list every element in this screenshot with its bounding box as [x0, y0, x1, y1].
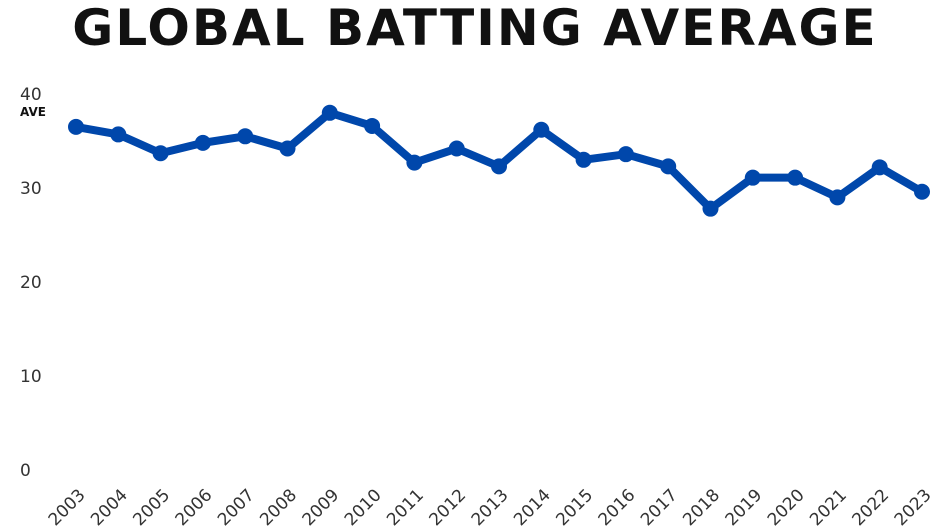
x-axis-ticks: 2003200420052006200720082009201020112012… [45, 485, 936, 528]
data-point [702, 200, 719, 217]
data-point [914, 183, 930, 200]
data-point [744, 169, 761, 186]
x-tick-label: 2014 [510, 485, 555, 528]
y-tick-label: 20 [20, 273, 42, 293]
data-point [829, 189, 846, 206]
data-point [617, 146, 634, 163]
x-tick-label: 2018 [679, 485, 724, 528]
data-point [575, 151, 592, 168]
x-tick-label: 2020 [764, 485, 809, 528]
x-tick-label: 2005 [129, 485, 174, 528]
chart-title: GLOBAL BATTING AVERAGE [72, 0, 878, 57]
data-point [110, 126, 127, 143]
x-tick-label: 2011 [383, 485, 428, 528]
x-tick-label: 2016 [595, 485, 640, 528]
x-tick-label: 2008 [256, 485, 301, 528]
x-tick-label: 2007 [214, 485, 259, 528]
data-point [321, 104, 338, 121]
data-point [787, 169, 804, 186]
x-tick-label: 2009 [299, 485, 344, 528]
x-tick-label: 2022 [849, 485, 894, 528]
x-tick-label: 2023 [891, 485, 936, 528]
data-point [871, 159, 888, 176]
data-point [533, 121, 550, 138]
y-tick-label: 10 [20, 367, 42, 387]
y-tick-label: 0 [20, 461, 31, 481]
y-axis-ticks: 0 10 20 30 40 [20, 85, 42, 481]
x-tick-label: 2012 [426, 485, 471, 528]
x-tick-label: 2021 [806, 485, 851, 528]
data-point [237, 128, 254, 145]
x-tick-label: 2004 [87, 485, 132, 528]
data-point [406, 154, 423, 171]
data-point [448, 140, 465, 157]
y-tick-label: 30 [20, 179, 42, 199]
data-point [491, 158, 507, 175]
x-tick-label: 2019 [722, 485, 767, 528]
y-tick-label: 40 [20, 85, 42, 105]
x-tick-label: 2015 [552, 485, 597, 528]
data-point [279, 140, 296, 157]
x-tick-label: 2017 [637, 485, 682, 528]
x-tick-label: 2010 [341, 485, 386, 528]
y-axis-label: AVE [20, 105, 46, 119]
data-point [364, 117, 381, 134]
data-point [152, 145, 169, 162]
x-tick-label: 2013 [468, 485, 513, 528]
data-point [660, 158, 677, 175]
data-point [194, 134, 211, 151]
x-tick-label: 2006 [172, 485, 217, 528]
series-ave [68, 104, 930, 217]
data-point [68, 118, 84, 135]
x-tick-label: 2003 [45, 485, 90, 528]
